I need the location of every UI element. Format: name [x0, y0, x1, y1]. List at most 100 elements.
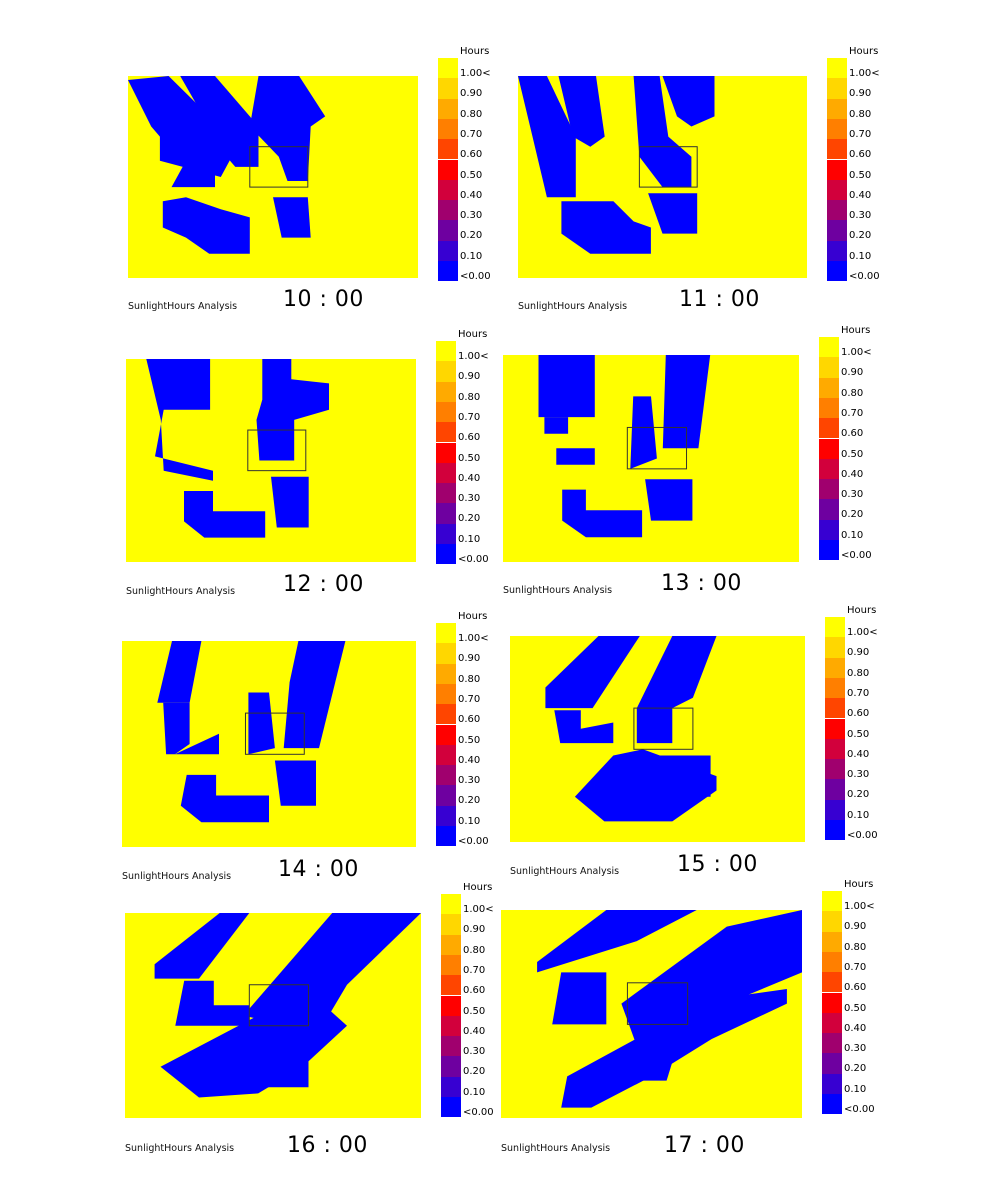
legend-swatch [827, 240, 847, 261]
legend-swatch [441, 934, 461, 955]
legend-tick-label: 0.30 [463, 1046, 486, 1058]
legend-tick-label: 1.00< [841, 347, 872, 358]
time-label: 16 : 00 [287, 1133, 368, 1158]
legend-tick-label: 0.60 [458, 714, 481, 726]
shadow-region-4 [160, 999, 347, 1098]
legend-tick-label: 0.90 [849, 88, 872, 100]
caption: SunlightHours Analysis [128, 301, 238, 312]
legend-tick-label: 0.60 [844, 982, 867, 994]
legend-tick-label: <0.00 [841, 550, 872, 561]
legend-tick-label: 0.40 [463, 1025, 486, 1037]
legend-tick-label: 0.40 [460, 189, 483, 201]
legend-swatch [825, 779, 845, 800]
legend-tick-label: <0.00 [847, 830, 878, 841]
legend-swatch [822, 931, 842, 952]
legend-tick-label: <0.00 [458, 836, 489, 847]
legend-tick-label: 0.70 [460, 128, 483, 140]
legend-tick-label: 0.20 [841, 509, 864, 521]
legend-swatch [436, 381, 456, 402]
legend-swatch [825, 677, 845, 699]
legend-swatch [436, 663, 456, 684]
legend-tick-label: 0.90 [844, 921, 867, 933]
shadow-region-5 [561, 201, 651, 254]
legend-title: Hours [458, 611, 488, 622]
legend-tick-label: 1.00< [463, 904, 494, 915]
shadow-region-6 [273, 197, 311, 238]
legend-tick-label: 0.10 [463, 1086, 486, 1098]
legend-swatch [441, 1056, 461, 1077]
legend-swatch [819, 479, 839, 500]
legend-swatch [438, 261, 458, 282]
legend-swatch [819, 337, 839, 358]
legend-tick-label: 0.50 [458, 452, 481, 464]
legend-color-bar [827, 58, 847, 282]
legend-tick-label: 0.30 [458, 493, 481, 505]
shadow-region-3 [556, 448, 595, 465]
legend-swatch [438, 179, 458, 201]
legend-tick-label: 0.20 [463, 1066, 486, 1078]
legend-tick-label: 0.70 [458, 693, 481, 705]
legend-swatch [825, 617, 845, 638]
legend-swatch [441, 1036, 461, 1057]
shadow-region-5 [627, 1051, 676, 1081]
shadow-region-2 [552, 972, 607, 1025]
building-outline [633, 707, 694, 750]
legend-swatch [822, 992, 842, 1013]
legend-swatch [825, 759, 845, 780]
legend-tick-label: 0.80 [847, 667, 870, 679]
legend-swatch [825, 698, 845, 719]
legend-swatch [436, 483, 456, 504]
legend-swatch [825, 637, 845, 658]
shadow-region-5 [258, 1060, 309, 1088]
legend-swatch [436, 401, 456, 423]
legend-tick-label: 0.80 [849, 108, 872, 120]
shadow-region-4 [248, 692, 275, 755]
legend-swatch [436, 805, 456, 826]
legend-swatch [827, 220, 847, 241]
legend-swatch [441, 1015, 461, 1037]
legend-tick-label: 0.80 [458, 391, 481, 403]
legend-tick-label: 0.90 [460, 88, 483, 100]
legend-swatch [436, 341, 456, 362]
legend-tick-label: 0.50 [458, 734, 481, 746]
legend-tick-label: <0.00 [463, 1107, 494, 1118]
legend-color-bar [825, 617, 845, 841]
legend-swatch [822, 1073, 842, 1094]
legend-tick-label: <0.00 [460, 271, 491, 282]
legend-title: Hours [844, 879, 874, 890]
legend-color-bar [436, 623, 456, 847]
legend-swatch [825, 657, 845, 678]
legend-swatch [819, 357, 839, 378]
legend-swatch [438, 98, 458, 119]
legend-swatch [441, 995, 461, 1016]
legend-tick-label: 0.70 [849, 128, 872, 140]
shadow-region-4 [662, 355, 711, 449]
legend-tick-label: 0.80 [458, 673, 481, 685]
legend-swatch [819, 519, 839, 540]
shadow-region-1 [537, 910, 697, 973]
legend-tick-label: 0.50 [463, 1005, 486, 1017]
legend-tick-label: 0.20 [458, 795, 481, 807]
time-label: 17 : 00 [664, 1133, 745, 1158]
legend-tick-label: 0.70 [847, 687, 870, 699]
legend-tick-label: 0.50 [841, 448, 864, 460]
legend-swatch [436, 683, 456, 705]
shadow-region-4 [561, 989, 787, 1108]
legend-tick-label: 0.80 [841, 387, 864, 399]
legend-swatch [436, 724, 456, 745]
legend-tick-label: 0.60 [841, 428, 864, 440]
legend-tick-label: 0.40 [458, 754, 481, 766]
legend-tick-label: 0.30 [458, 775, 481, 787]
legend-tick-label: 0.90 [841, 367, 864, 379]
legend-swatch [825, 738, 845, 760]
legend-tick-label: 0.70 [841, 407, 864, 419]
building-outline [248, 984, 310, 1027]
legend-swatch [436, 422, 456, 443]
legend-swatch [441, 1097, 461, 1118]
shadow-region-5 [630, 396, 657, 469]
legend-title: Hours [463, 882, 493, 893]
shadow-region-2 [554, 710, 614, 744]
sunlight-map-7 [125, 913, 421, 1118]
shadow-region-2 [558, 76, 605, 147]
legend-swatch [819, 438, 839, 459]
